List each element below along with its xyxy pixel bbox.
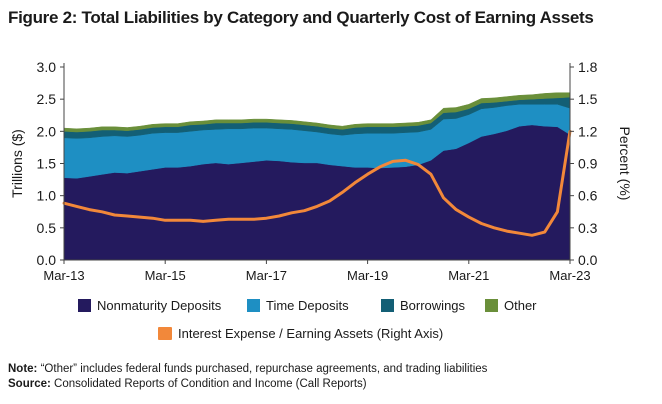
- x-tick-label: Mar-13: [43, 268, 84, 283]
- legend-item-borrowings: Borrowings: [381, 298, 465, 313]
- y-left-tick-label: 0.5: [37, 220, 57, 236]
- y-right-tick-label: 1.2: [578, 123, 598, 139]
- legend-item-nonmaturity: Nonmaturity Deposits: [78, 298, 221, 313]
- chart: 0.0 0.5 1.0 1.5 2.0 2.5 3.0 0.0 0.3 0.6 0.9 1.2 1.5 1…: [9, 59, 633, 283]
- legend-label-nonmaturity: Nonmaturity Deposits: [97, 298, 222, 313]
- x-tick-label: Mar-15: [145, 268, 186, 283]
- legend-item-time-deposits: Time Deposits: [247, 298, 349, 313]
- figure-title: Figure 2: Total Liabilities by Category …: [8, 8, 594, 27]
- y-right-tick-label: 0.6: [578, 188, 598, 204]
- y-left-axis-label: Trillions ($): [9, 129, 25, 198]
- legend-label-interest: Interest Expense / Earning Assets (Right…: [178, 326, 444, 341]
- legend-swatch-borrowings: [381, 299, 394, 312]
- y-right-tick-label: 0.3: [578, 220, 598, 236]
- source-text: Consolidated Reports of Condition and In…: [54, 378, 367, 390]
- legend-label-time-deposits: Time Deposits: [266, 298, 349, 313]
- legend-label-borrowings: Borrowings: [400, 298, 466, 313]
- y-right-tick-label: 0.0: [578, 252, 598, 268]
- y-right-tick-label: 1.8: [578, 59, 598, 75]
- y-left-tick-label: 2.0: [37, 123, 57, 139]
- line-interest-expense: [62, 129, 572, 237]
- x-tick-label: Mar-17: [246, 268, 287, 283]
- note-text: “Other” includes federal funds purchased…: [40, 363, 488, 375]
- legend-swatch-other: [485, 299, 498, 312]
- legend-item-other: Other: [485, 298, 537, 313]
- y-right-tick-label: 0.9: [578, 156, 598, 172]
- y-left-tick-label: 0.0: [37, 252, 57, 268]
- legend-label-other: Other: [504, 298, 537, 313]
- note-line: Note: “Other” includes federal funds pur…: [8, 362, 487, 377]
- source-line: Source: Consolidated Reports of Conditio…: [8, 377, 487, 392]
- legend-swatch-interest: [158, 327, 172, 340]
- y-left-tick-label: 3.0: [37, 59, 57, 75]
- legend-swatch-time-deposits: [247, 299, 260, 312]
- x-tick-label: Mar-19: [347, 268, 388, 283]
- source-label: Source:: [8, 378, 51, 390]
- x-tick-label: Mar-23: [549, 268, 590, 283]
- legend-swatch-nonmaturity: [78, 299, 91, 312]
- x-tick-label: Mar-21: [448, 268, 489, 283]
- note-label: Note:: [8, 363, 38, 375]
- y-left-tick-label: 1.0: [37, 188, 57, 204]
- y-right-tick-label: 1.5: [578, 91, 598, 107]
- footnotes: Note: “Other” includes federal funds pur…: [8, 362, 487, 392]
- y-left-tick-label: 1.5: [37, 156, 57, 172]
- legend-item-interest: Interest Expense / Earning Assets (Right…: [158, 326, 443, 341]
- y-right-axis-label: Percent (%): [617, 127, 633, 201]
- y-left-tick-label: 2.5: [37, 91, 57, 107]
